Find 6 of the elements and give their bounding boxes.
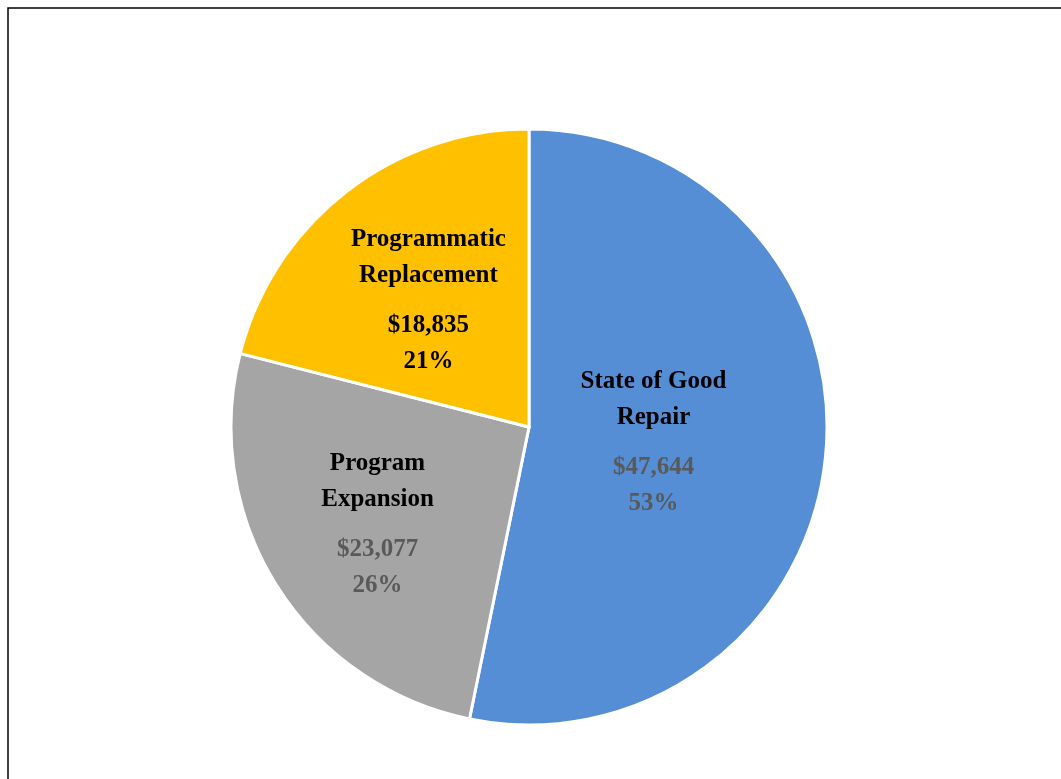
data-label: $47,644 53%: [612, 451, 695, 515]
data-label: $18,835 21%: [387, 309, 470, 373]
slice-label: Programmatic Replacement: [350, 223, 506, 287]
data-label: $23,077 26%: [336, 534, 419, 597]
slice-label: Program Expansion: [321, 448, 434, 511]
slice-label: State of Good Repair: [580, 365, 727, 429]
